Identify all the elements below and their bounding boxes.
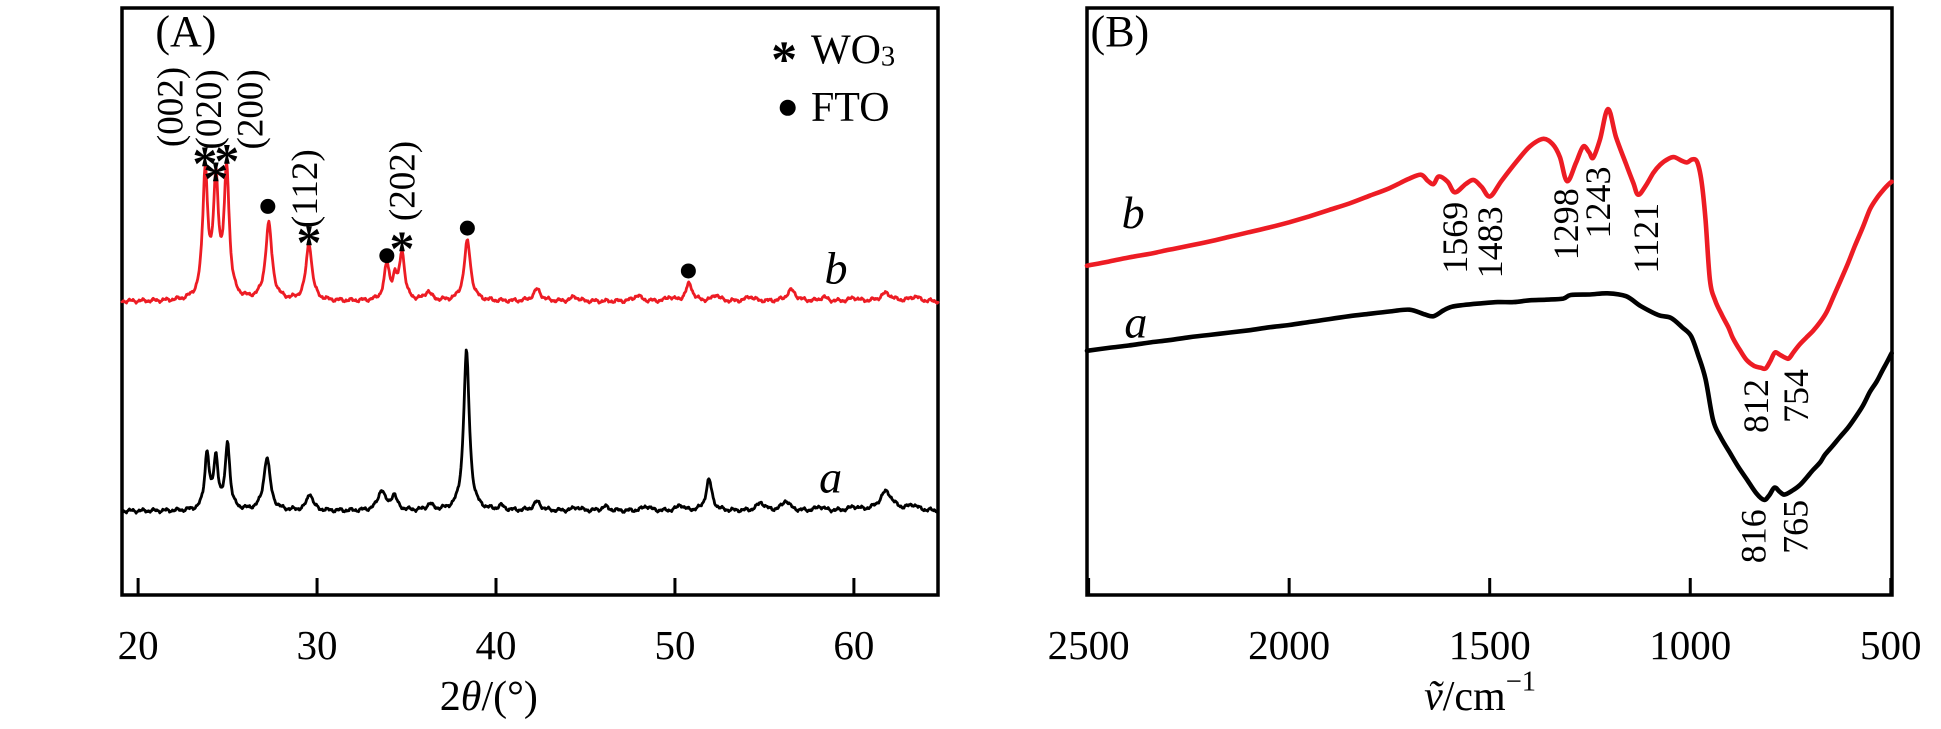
x-tick-label-B: 2500 [1048, 622, 1130, 668]
fto-dot-marker-icon [260, 198, 276, 214]
curve-B-a [1084, 290, 1894, 503]
curve-B-b [1084, 106, 1894, 372]
x-tick-label-B: 1000 [1649, 622, 1731, 668]
band-label-B: 1569 [1435, 202, 1475, 274]
band-label-B: 816 [1734, 509, 1774, 563]
hkl-label-A: (112) [285, 149, 326, 228]
x-tick-label-B: 500 [1860, 622, 1922, 668]
panel-B-border [1085, 6, 1894, 597]
wo3-asterisk-marker-icon: * [390, 220, 415, 276]
curve-label-A-a: a [819, 452, 842, 503]
x-tick-label-A: 20 [118, 622, 159, 668]
band-label-B: 1121 [1626, 203, 1666, 274]
wo3-asterisk-marker-icon: * [297, 214, 322, 270]
hkl-label-A: (202) [382, 141, 423, 221]
x-axis-title-A: 2θ/(°) [440, 674, 538, 720]
x-tick-label-A: 30 [297, 622, 338, 668]
legend-label-A: FTO [811, 85, 890, 131]
x-tick-label-B: 2000 [1248, 622, 1330, 668]
curve-A-b [120, 160, 940, 305]
legend-asterisk-icon: * [771, 31, 797, 88]
x-tick-label-A: 40 [476, 622, 517, 668]
x-axis-title-B: ṽ/cm−1 [1424, 666, 1536, 720]
band-label-B: 1483 [1470, 206, 1510, 278]
curve-A-a [120, 348, 940, 515]
wo3-asterisk-marker-icon: * [214, 133, 239, 189]
band-label-B: 765 [1775, 500, 1815, 554]
band-label-B: 1243 [1578, 167, 1618, 239]
band-label-B: 1298 [1546, 188, 1586, 260]
panel-label-B: (B) [1091, 7, 1150, 56]
hkl-label-A: (002) [151, 67, 192, 147]
wo3-asterisk-marker-icon: * [192, 135, 217, 191]
curve-label-B-a: a [1124, 297, 1147, 348]
band-label-B: 754 [1776, 369, 1816, 423]
legend-dot-icon [779, 99, 796, 116]
fto-dot-marker-icon [379, 248, 395, 264]
x-tick-label-A: 50 [654, 622, 695, 668]
hkl-label-A: (200) [230, 69, 271, 149]
x-tick-label-A: 60 [833, 622, 874, 668]
panel-label-A: (A) [155, 7, 216, 56]
hkl-label-A: (020) [189, 69, 230, 149]
curve-label-B-b: b [1122, 187, 1145, 238]
fto-dot-marker-icon [459, 220, 475, 236]
band-label-B: 812 [1736, 379, 1776, 433]
wo3-asterisk-marker-icon: * [203, 150, 228, 206]
fto-dot-marker-icon [680, 263, 696, 279]
curve-label-A-b: b [825, 243, 848, 294]
x-tick-label-B: 1500 [1449, 622, 1531, 668]
legend-label-A: WO3 [811, 27, 895, 73]
